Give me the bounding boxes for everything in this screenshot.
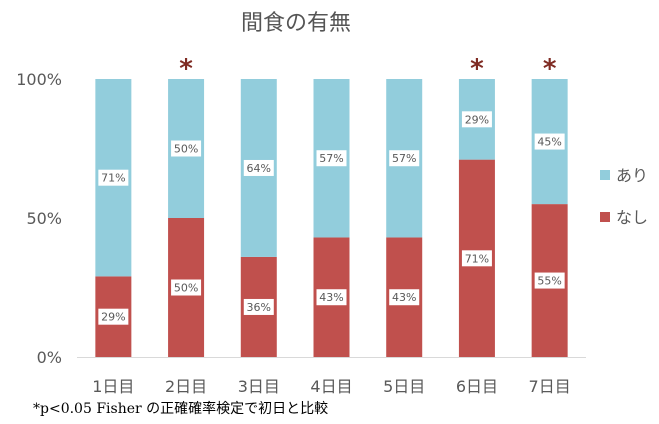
data-label-box bbox=[171, 279, 202, 296]
legend-label: なし bbox=[616, 208, 648, 227]
legend-swatch bbox=[600, 212, 610, 222]
data-label: 71% bbox=[465, 252, 489, 265]
data-label-box bbox=[534, 272, 565, 289]
chart-title: 間食の有無 bbox=[241, 11, 351, 36]
data-label: 43% bbox=[392, 291, 416, 304]
x-tick-label: 7日目 bbox=[529, 377, 571, 396]
data-label-box bbox=[461, 250, 492, 267]
data-label: 55% bbox=[537, 275, 561, 288]
data-label-box bbox=[316, 289, 347, 306]
data-label: 29% bbox=[101, 311, 125, 324]
data-label-box bbox=[243, 159, 274, 176]
data-label: 64% bbox=[247, 162, 271, 175]
x-tick-label: 4日目 bbox=[310, 377, 352, 396]
data-label: 45% bbox=[537, 136, 561, 149]
y-tick-label: 50% bbox=[26, 209, 62, 228]
data-label: 36% bbox=[247, 301, 271, 314]
data-label-box bbox=[171, 140, 202, 157]
legend-label: あり bbox=[616, 166, 648, 185]
data-label-box bbox=[98, 308, 129, 325]
data-label-box bbox=[316, 150, 347, 167]
data-label-box bbox=[389, 289, 420, 306]
data-label-box bbox=[534, 133, 565, 150]
x-tick-label: 2日目 bbox=[165, 377, 207, 396]
x-tick-label: 3日目 bbox=[238, 377, 280, 396]
data-label-box bbox=[243, 298, 274, 315]
data-label: 57% bbox=[319, 152, 343, 165]
data-label: 43% bbox=[319, 291, 343, 304]
y-tick-label: 100% bbox=[16, 70, 62, 89]
significance-marker: * bbox=[470, 54, 484, 84]
data-label: 50% bbox=[174, 143, 198, 156]
data-label: 50% bbox=[174, 282, 198, 295]
legend-swatch bbox=[600, 170, 610, 180]
x-tick-label: 6日目 bbox=[456, 377, 498, 396]
data-label-box bbox=[98, 169, 129, 186]
significance-marker: * bbox=[543, 54, 557, 84]
x-tick-label: 5日目 bbox=[383, 377, 425, 396]
data-label-box bbox=[461, 111, 492, 128]
y-tick-label: 0% bbox=[37, 348, 62, 367]
footnote: *p<0.05 Fisher の正確確率検定で初日と比較 bbox=[33, 401, 329, 417]
data-label: 29% bbox=[465, 113, 489, 126]
data-label-box bbox=[389, 150, 420, 167]
data-label: 71% bbox=[101, 172, 125, 185]
data-label: 57% bbox=[392, 152, 416, 165]
x-tick-label: 1日目 bbox=[92, 377, 134, 396]
significance-marker: * bbox=[179, 54, 193, 84]
